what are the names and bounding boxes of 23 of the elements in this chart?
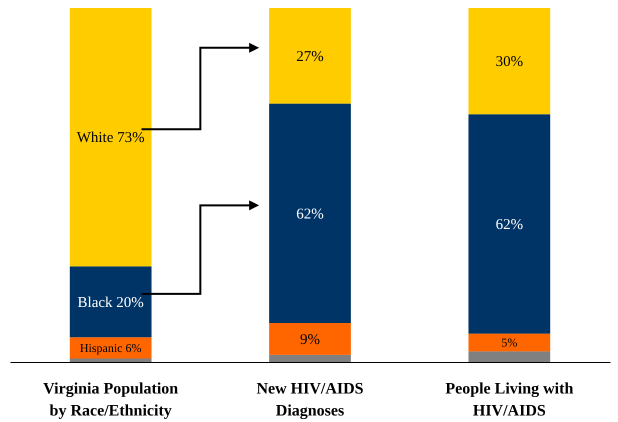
bar: [70, 358, 152, 362]
data-label: 30%: [496, 54, 524, 70]
bar: [269, 104, 351, 324]
bar: [269, 8, 351, 104]
x-tick-label: People Living with HIV/AIDS: [445, 380, 574, 420]
x-tick-label: New HIV/AIDS Diagnoses: [256, 380, 364, 420]
data-label: Hispanic 6%: [80, 340, 142, 355]
bar: [70, 8, 152, 266]
data-label: 27%: [296, 48, 324, 65]
data-label: 9%: [300, 332, 320, 348]
data-label: Black 20%: [78, 294, 144, 311]
bar: [269, 354, 351, 362]
bar: [468, 114, 550, 334]
data-label: 62%: [496, 216, 524, 233]
data-label: 62%: [296, 206, 324, 222]
data-label: 5%: [501, 336, 518, 350]
bar: [269, 323, 351, 355]
data-label: White 73%: [76, 130, 145, 146]
bar: [468, 334, 550, 352]
x-tick-label: Virginia Population by Race/Ethnicity: [43, 380, 178, 420]
bar: [468, 351, 550, 362]
bar: [70, 266, 152, 338]
bar: [468, 8, 550, 114]
